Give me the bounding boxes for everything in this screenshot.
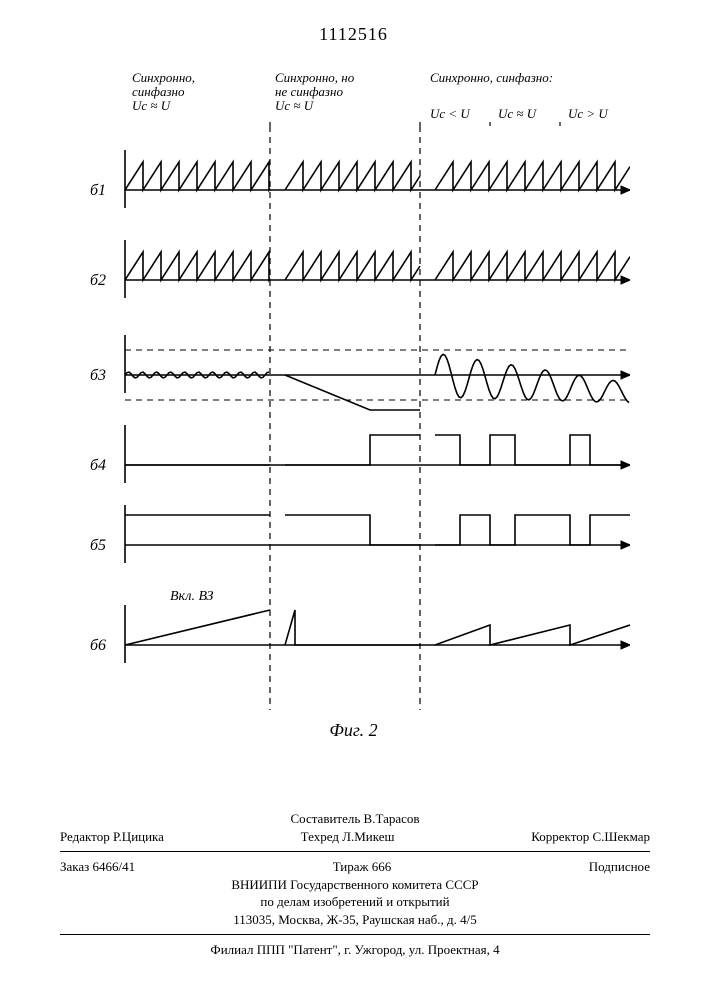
- order-number: Заказ 6466/41: [60, 858, 135, 876]
- svg-text:б3: б3: [90, 367, 106, 384]
- svg-text:б4: б4: [90, 457, 106, 474]
- svg-text:б2: б2: [90, 272, 106, 289]
- order-row: Заказ 6466/41 Тираж 666 Подписное: [60, 858, 650, 876]
- page: 1112516 Синхронно,синфазноUc ≈ UСинхронн…: [0, 0, 707, 1000]
- tirage: Тираж 666: [333, 858, 392, 876]
- timing-diagram: Синхронно,синфазноUc ≈ UСинхронно, ноне …: [70, 70, 630, 710]
- svg-text:Синхронно, синфазно:: Синхронно, синфазно:: [430, 70, 553, 85]
- svg-text:Uc > U: Uc > U: [568, 106, 609, 121]
- editor: Редактор Р.Цицика: [60, 828, 164, 846]
- divider-1: [60, 851, 650, 852]
- organization: ВНИИПИ Государственного комитета СССР по…: [60, 876, 650, 929]
- svg-text:Uc ≈ U: Uc ≈ U: [132, 98, 172, 113]
- credits-row: Редактор Р.Цицика Техред Л.Микеш Коррект…: [60, 828, 650, 846]
- corrector: Корректор С.Шекмар: [531, 828, 650, 846]
- svg-text:не синфазно: не синфазно: [275, 84, 343, 99]
- figure-caption: Фиг. 2: [0, 720, 707, 741]
- compiler-line: Составитель В.Тарасов: [60, 810, 650, 828]
- org-line-1: ВНИИПИ Государственного комитета СССР: [60, 876, 650, 894]
- org-address: 113035, Москва, Ж-35, Раушская наб., д. …: [60, 911, 650, 929]
- colophon: Составитель В.Тарасов Редактор Р.Цицика …: [60, 810, 650, 959]
- svg-text:б5: б5: [90, 537, 106, 554]
- svg-text:Вкл. ВЗ: Вкл. ВЗ: [170, 589, 214, 604]
- svg-text:б6: б6: [90, 637, 106, 654]
- svg-text:Uc < U: Uc < U: [430, 106, 471, 121]
- timing-diagram-svg: Синхронно,синфазноUc ≈ UСинхронно, ноне …: [70, 70, 630, 710]
- svg-text:Синхронно,: Синхронно,: [132, 70, 195, 85]
- svg-text:Uc ≈ U: Uc ≈ U: [498, 106, 538, 121]
- org-line-2: по делам изобретений и открытий: [60, 893, 650, 911]
- divider-2: [60, 934, 650, 935]
- branch-address: Филиал ППП "Патент", г. Ужгород, ул. Про…: [60, 941, 650, 959]
- svg-text:Uc ≈ U: Uc ≈ U: [275, 98, 315, 113]
- document-number: 1112516: [0, 24, 707, 45]
- tech-editor: Техред Л.Микеш: [301, 828, 395, 846]
- svg-text:Синхронно, но: Синхронно, но: [275, 70, 355, 85]
- svg-text:синфазно: синфазно: [132, 84, 185, 99]
- subscription: Подписное: [589, 858, 650, 876]
- svg-text:б1: б1: [90, 182, 106, 199]
